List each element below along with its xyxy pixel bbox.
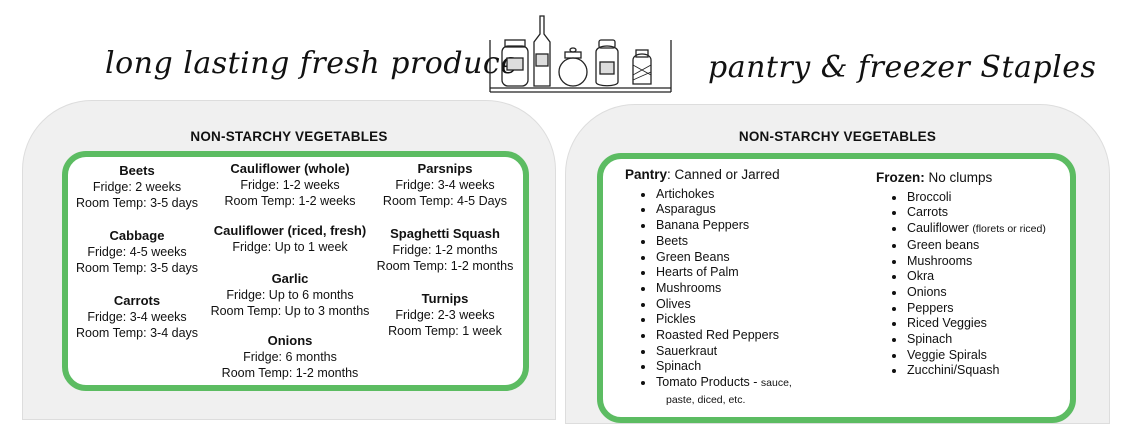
list-item: Asparagus — [641, 202, 792, 218]
produce-item: Beets Fridge: 2 weeks Room Temp: 3-5 days — [76, 163, 198, 211]
right-title: pantry & freezer Staples — [708, 50, 1097, 85]
list-item: Carrots — [892, 205, 1046, 221]
storage-line: Fridge: Up to 1 week — [232, 240, 348, 254]
produce-column: Cauliflower (whole) Fridge: 1-2 weeks Room… — [211, 161, 370, 395]
storage-line: Room Temp: 4-5 Days — [382, 194, 508, 208]
list-item: Green Beans — [641, 250, 792, 266]
item-main: Cauliflower — [907, 221, 973, 236]
produce-column: Parsnips Fridge: 3-4 weeks Room Temp: 4-5 … — [377, 161, 514, 356]
produce-item: Turnips Fridge: 2-3 weeks Room Temp: 1 wee… — [377, 291, 514, 339]
list-item: Pickles — [641, 312, 792, 328]
list-item: Cauliflower (florets or riced) — [892, 221, 1046, 238]
list-item: Broccoli — [892, 190, 1046, 206]
storage-line: Fridge: 6 months — [243, 350, 337, 364]
storage-line: Room Temp: 1-2 months — [376, 259, 514, 273]
produce-item: Cauliflower (whole) Fridge: 1-2 weeks Room… — [211, 161, 370, 209]
frozen-list: Frozen: No clumps Broccoli Carrots Caulifl… — [876, 170, 1046, 379]
jars-on-shelf-icon — [489, 15, 672, 93]
produce-item: Spaghetti Squash Fridge: 1-2 months Room T… — [377, 226, 514, 274]
storage-line: Room Temp: 1 week — [388, 324, 502, 338]
item-note-2: paste, diced, etc. — [666, 393, 746, 406]
produce-item: Carrots Fridge: 3-4 weeks Room Temp: 3-4 d… — [76, 293, 198, 341]
produce-name: Cabbage — [109, 228, 165, 243]
list-item: Spinach — [892, 332, 1046, 348]
list-item: Mushrooms — [892, 254, 1046, 270]
item-note: (florets or riced) — [972, 223, 1046, 236]
list-item: Roasted Red Peppers — [641, 328, 792, 344]
storage-line: Fridge: 1-2 months — [392, 243, 498, 257]
produce-item: Garlic Fridge: Up to 6 months Room Temp: U… — [211, 271, 370, 319]
produce-name: Onions — [267, 333, 313, 348]
produce-name: Cauliflower (whole) — [230, 161, 350, 176]
frozen-label: Frozen: — [876, 170, 925, 185]
storage-line: Fridge: Up to 6 months — [226, 288, 354, 302]
list-item: Peppers — [892, 301, 1046, 317]
list-item: Beets — [641, 234, 792, 250]
list-item: Sauerkraut — [641, 344, 792, 360]
produce-name: Carrots — [113, 293, 161, 308]
storage-line: Room Temp: 1-2 weeks — [224, 194, 356, 208]
produce-item: Parsnips Fridge: 3-4 weeks Room Temp: 4-5 … — [377, 161, 514, 209]
produce-name: Cauliflower (riced, fresh) — [213, 223, 367, 238]
storage-line: Fridge: 3-4 weeks — [395, 178, 495, 192]
list-item: Hearts of Palm — [641, 265, 792, 281]
storage-line: Room Temp: 3-4 days — [75, 326, 199, 340]
list-item: Spinach — [641, 359, 792, 375]
produce-item: Cabbage Fridge: 4-5 weeks Room Temp: 3-5 d… — [76, 228, 198, 276]
produce-item: Onions Fridge: 6 months Room Temp: 1-2 mon… — [211, 333, 370, 381]
storage-line: Fridge: 2 weeks — [92, 180, 182, 194]
storage-line: Fridge: 2-3 weeks — [395, 308, 495, 322]
list-item: Mushrooms — [641, 281, 792, 297]
list-item: Onions — [892, 285, 1046, 301]
produce-column: Beets Fridge: 2 weeks Room Temp: 3-5 days C… — [76, 163, 198, 358]
item-main: Tomato Products - — [656, 375, 761, 390]
pantry-sub: : Canned or Jarred — [667, 167, 780, 182]
frozen-sub: No clumps — [924, 170, 993, 185]
produce-name: Parsnips — [417, 161, 473, 176]
produce-name: Turnips — [421, 291, 469, 306]
list-item: Zucchini/Squash — [892, 363, 1046, 379]
list-item: Okra — [892, 269, 1046, 285]
produce-name: Garlic — [271, 271, 309, 286]
produce-name: Beets — [119, 163, 155, 178]
storage-line: Fridge: 4-5 weeks — [87, 245, 187, 259]
list-item: Banana Peppers — [641, 218, 792, 234]
storage-line: Fridge: 1-2 weeks — [240, 178, 340, 192]
list-item: Riced Veggies — [892, 316, 1046, 332]
storage-line: Room Temp: Up to 3 months — [210, 304, 370, 318]
storage-line: Room Temp: 3-5 days — [75, 196, 199, 210]
storage-line: Room Temp: 1-2 months — [221, 366, 359, 380]
pantry-list: Pantry: Canned or Jarred Artichokes Aspar… — [625, 167, 792, 409]
left-title: long lasting fresh produce — [105, 46, 519, 81]
right-section-header: NON-STARCHY VEGETABLES — [738, 129, 937, 144]
list-item: Artichokes — [641, 187, 792, 203]
list-item: Tomato Products - sauce, paste, diced, et… — [641, 375, 792, 408]
list-item: Veggie Spirals — [892, 348, 1046, 364]
item-note: sauce, — [760, 377, 792, 390]
storage-line: Fridge: 3-4 weeks — [87, 310, 187, 324]
storage-line: Room Temp: 3-5 days — [75, 261, 199, 275]
fresh-produce-box — [62, 151, 529, 391]
produce-item: Cauliflower (riced, fresh) Fridge: Up to … — [211, 223, 370, 255]
produce-name: Spaghetti Squash — [390, 226, 500, 241]
left-section-header: NON-STARCHY VEGETABLES — [190, 129, 388, 144]
pantry-label: Pantry — [625, 167, 668, 182]
list-item: Green beans — [892, 238, 1046, 254]
list-item: Olives — [641, 297, 792, 313]
